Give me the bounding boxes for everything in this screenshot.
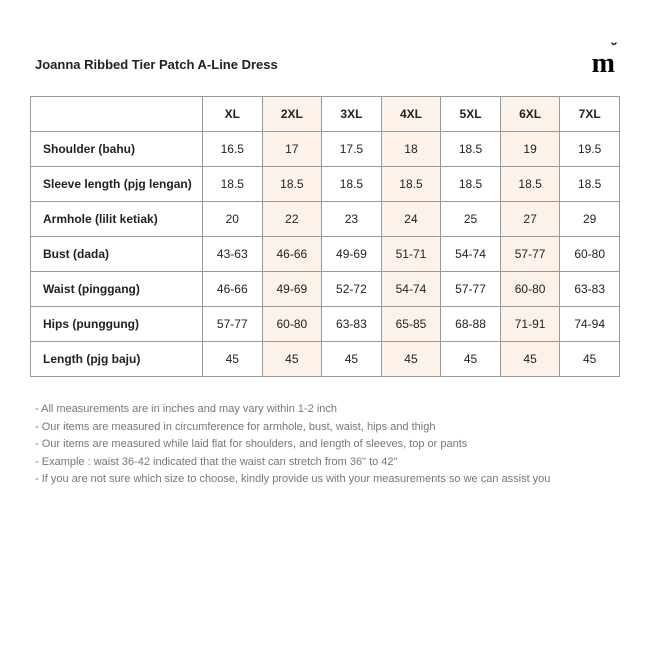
cell-value: 18.5 xyxy=(381,167,441,202)
cell-value: 18.5 xyxy=(203,167,263,202)
cell-value: 54-74 xyxy=(381,272,441,307)
table-row: Bust (dada)43-6346-6649-6951-7154-7457-7… xyxy=(31,237,620,272)
cell-value: 16.5 xyxy=(203,132,263,167)
cell-value: 51-71 xyxy=(381,237,441,272)
cell-value: 18.5 xyxy=(441,132,501,167)
note-line: Our items are measured in circumference … xyxy=(35,419,615,437)
row-label: Hips (punggung) xyxy=(31,307,203,342)
table-row: Armhole (lilit ketiak)20222324252729 xyxy=(31,202,620,237)
cell-value: 71-91 xyxy=(500,307,560,342)
table-row: Waist (pinggang)46-6649-6952-7254-7457-7… xyxy=(31,272,620,307)
cell-value: 49-69 xyxy=(322,237,382,272)
table-header: XL2XL3XL4XL5XL6XL7XL xyxy=(31,97,620,132)
table-row: Sleeve length (pjg lengan)18.518.518.518… xyxy=(31,167,620,202)
cell-value: 46-66 xyxy=(262,237,322,272)
product-title: Joanna Ribbed Tier Patch A-Line Dress xyxy=(35,57,278,72)
cell-value: 68-88 xyxy=(441,307,501,342)
column-header: 4XL xyxy=(381,97,441,132)
cell-value: 23 xyxy=(322,202,382,237)
size-chart-table: XL2XL3XL4XL5XL6XL7XL Shoulder (bahu)16.5… xyxy=(30,96,620,377)
cell-value: 45 xyxy=(203,342,263,377)
notes-section: All measurements are in inches and may v… xyxy=(30,401,620,489)
cell-value: 60-80 xyxy=(262,307,322,342)
cell-value: 17.5 xyxy=(322,132,382,167)
column-header: 2XL xyxy=(262,97,322,132)
column-header: 5XL xyxy=(441,97,501,132)
cell-value: 22 xyxy=(262,202,322,237)
row-label: Sleeve length (pjg lengan) xyxy=(31,167,203,202)
cell-value: 54-74 xyxy=(441,237,501,272)
column-header: 7XL xyxy=(560,97,620,132)
cell-value: 45 xyxy=(500,342,560,377)
note-line: All measurements are in inches and may v… xyxy=(35,401,615,419)
cell-value: 57-77 xyxy=(441,272,501,307)
cell-value: 60-80 xyxy=(560,237,620,272)
brand-logo: m xyxy=(592,50,615,78)
row-label: Shoulder (bahu) xyxy=(31,132,203,167)
cell-value: 52-72 xyxy=(322,272,382,307)
cell-value: 18.5 xyxy=(262,167,322,202)
cell-value: 20 xyxy=(203,202,263,237)
table-row: Length (pjg baju)45454545454545 xyxy=(31,342,620,377)
note-line: Example : waist 36-42 indicated that the… xyxy=(35,454,615,472)
cell-value: 74-94 xyxy=(560,307,620,342)
column-header: 3XL xyxy=(322,97,382,132)
table-body: Shoulder (bahu)16.51717.51818.51919.5Sle… xyxy=(31,132,620,377)
cell-value: 25 xyxy=(441,202,501,237)
cell-value: 17 xyxy=(262,132,322,167)
cell-value: 45 xyxy=(441,342,501,377)
cell-value: 29 xyxy=(560,202,620,237)
table-row: Shoulder (bahu)16.51717.51818.51919.5 xyxy=(31,132,620,167)
cell-value: 57-77 xyxy=(203,307,263,342)
cell-value: 18.5 xyxy=(441,167,501,202)
cell-value: 19 xyxy=(500,132,560,167)
cell-value: 65-85 xyxy=(381,307,441,342)
row-label: Armhole (lilit ketiak) xyxy=(31,202,203,237)
header: Joanna Ribbed Tier Patch A-Line Dress m xyxy=(30,50,620,78)
cell-value: 45 xyxy=(322,342,382,377)
cell-value: 24 xyxy=(381,202,441,237)
cell-value: 18 xyxy=(381,132,441,167)
cell-value: 45 xyxy=(381,342,441,377)
cell-value: 18.5 xyxy=(500,167,560,202)
cell-value: 49-69 xyxy=(262,272,322,307)
note-line: If you are not sure which size to choose… xyxy=(35,471,615,489)
column-header: 6XL xyxy=(500,97,560,132)
cell-value: 60-80 xyxy=(500,272,560,307)
cell-value: 45 xyxy=(560,342,620,377)
cell-value: 63-83 xyxy=(322,307,382,342)
column-header: XL xyxy=(203,97,263,132)
cell-value: 18.5 xyxy=(322,167,382,202)
cell-value: 19.5 xyxy=(560,132,620,167)
header-empty-cell xyxy=(31,97,203,132)
cell-value: 63-83 xyxy=(560,272,620,307)
note-line: Our items are measured while laid flat f… xyxy=(35,436,615,454)
row-label: Length (pjg baju) xyxy=(31,342,203,377)
cell-value: 27 xyxy=(500,202,560,237)
cell-value: 43-63 xyxy=(203,237,263,272)
cell-value: 18.5 xyxy=(560,167,620,202)
cell-value: 46-66 xyxy=(203,272,263,307)
cell-value: 57-77 xyxy=(500,237,560,272)
row-label: Bust (dada) xyxy=(31,237,203,272)
table-row: Hips (punggung)57-7760-8063-8365-8568-88… xyxy=(31,307,620,342)
cell-value: 45 xyxy=(262,342,322,377)
row-label: Waist (pinggang) xyxy=(31,272,203,307)
